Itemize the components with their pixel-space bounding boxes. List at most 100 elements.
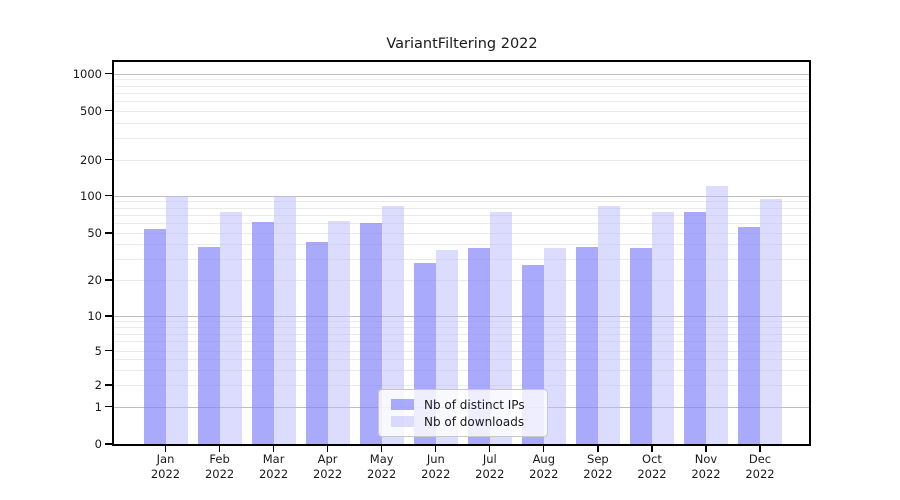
x-tick-label-sep: Sep 2022 — [568, 452, 628, 482]
y-gridline-minor-500 — [114, 110, 809, 112]
bar-downloads-feb — [219, 211, 242, 444]
legend-label-downloads: Nb of downloads — [424, 414, 525, 429]
bar-downloads-mar — [273, 195, 296, 444]
y-gridline-minor-20 — [114, 280, 809, 281]
y-gridline-minor-7 — [114, 333, 809, 335]
x-tick-label-jul: Jul 2022 — [460, 452, 520, 482]
bar-downloads-jul — [489, 211, 512, 444]
x-tick-label-year-mar: 2022 — [258, 467, 289, 481]
y-gridline-minor-5 — [114, 350, 809, 352]
y-tick-label-50: 50 — [87, 226, 102, 240]
bar-distinct-ips-nov — [684, 211, 706, 444]
legend-swatch-distinct-ips — [391, 399, 414, 410]
x-tick-label-year-jun: 2022 — [421, 467, 451, 481]
bar-downloads-nov — [706, 186, 728, 444]
y-tick-label-500: 500 — [80, 103, 102, 118]
y-gridline-minor-30 — [114, 259, 809, 261]
y-gridline-major-10 — [114, 316, 809, 318]
y-gridline-minor-70 — [114, 214, 809, 216]
y-tick-label-20: 20 — [87, 273, 102, 287]
bar-distinct-ips-oct — [630, 248, 652, 444]
y-tick-1 — [105, 406, 112, 408]
y-tick-label-1: 1 — [94, 399, 102, 414]
y-gridline-minor-300 — [114, 138, 809, 139]
x-tick-apr — [326, 446, 329, 452]
legend-item-downloads: Nb of downloads — [391, 413, 547, 430]
x-tick-label-year-oct: 2022 — [637, 467, 667, 481]
y-tick-2 — [105, 384, 112, 386]
y-tick-label-0: 0 — [94, 437, 102, 451]
y-gridline-minor-700 — [114, 92, 809, 94]
x-tick-label-jan: Jan 2022 — [136, 452, 196, 482]
x-tick-label-nov: Nov 2022 — [676, 452, 736, 482]
bar-downloads-may — [381, 205, 404, 444]
y-tick-50 — [105, 232, 112, 234]
x-tick-jul — [489, 446, 491, 452]
y-tick-label-200: 200 — [80, 152, 102, 167]
x-tick-label-year-nov: 2022 — [691, 467, 721, 481]
y-gridline-minor-900 — [114, 79, 809, 81]
bar-downloads-jan — [165, 195, 188, 444]
chart-title: VariantFiltering 2022 — [386, 36, 538, 52]
legend: Nb of distinct IPs Nb of downloads — [378, 389, 548, 437]
y-gridline-major-1000 — [114, 73, 809, 75]
x-tick-dec — [759, 446, 761, 452]
y-tick-200 — [105, 159, 112, 161]
x-tick-jan — [164, 446, 167, 452]
y-gridline-minor-9 — [114, 321, 809, 323]
bar-downloads-dec — [760, 199, 782, 444]
legend-item-distinct-ips: Nb of distinct IPs — [391, 396, 547, 413]
y-gridline-minor-6 — [114, 341, 809, 343]
y-gridline-major-100 — [114, 195, 809, 197]
x-tick-jun — [435, 446, 437, 452]
bar-distinct-ips-feb — [197, 247, 220, 444]
bar-distinct-ips-may — [359, 223, 382, 444]
x-tick-label-oct: Oct 2022 — [622, 452, 682, 482]
x-tick-label-year-dec: 2022 — [745, 467, 775, 481]
y-tick-label-100: 100 — [80, 188, 102, 203]
spine-right — [809, 60, 811, 446]
y-tick-1000 — [105, 72, 112, 75]
y-tick-label-2: 2 — [94, 378, 102, 392]
y-gridline-minor-2 — [114, 385, 809, 386]
y-tick-label-10: 10 — [87, 309, 102, 323]
y-gridline-minor-800 — [114, 85, 809, 87]
y-gridline-minor-40 — [114, 244, 809, 246]
x-tick-label-feb: Feb 2022 — [190, 452, 250, 482]
x-tick-mar — [272, 446, 275, 452]
legend-label-distinct-ips: Nb of distinct IPs — [424, 397, 525, 412]
legend-swatch-downloads — [391, 416, 414, 427]
bar-downloads-sep — [597, 205, 620, 444]
x-tick-label-year-apr: 2022 — [312, 467, 343, 481]
x-tick-label-year-may: 2022 — [367, 467, 397, 481]
y-gridline-minor-600 — [114, 100, 809, 102]
y-tick-0 — [105, 443, 112, 445]
bar-distinct-ips-apr — [305, 241, 328, 444]
x-tick-label-dec: Dec 2022 — [730, 452, 790, 482]
y-gridline-minor-200 — [114, 159, 809, 161]
y-tick-label-1000: 1000 — [72, 66, 102, 81]
y-tick-500 — [105, 110, 112, 112]
spine-bottom — [112, 444, 811, 446]
x-tick-feb — [218, 446, 221, 452]
x-tick-aug — [543, 446, 545, 452]
bar-distinct-ips-mar — [251, 222, 274, 444]
y-gridline-minor-3 — [114, 369, 809, 371]
y-gridline-minor-50 — [114, 233, 809, 234]
y-tick-label-5: 5 — [94, 343, 102, 358]
y-gridline-minor-80 — [114, 207, 809, 209]
y-gridline-minor-60 — [114, 223, 809, 225]
x-tick-label-year-jan: 2022 — [150, 467, 181, 481]
y-gridline-minor-8 — [114, 327, 809, 329]
x-tick-label-mar: Mar 2022 — [244, 452, 304, 482]
x-tick-label-year-jul: 2022 — [475, 467, 505, 481]
x-tick-label-jun: Jun 2022 — [406, 452, 466, 482]
x-tick-sep — [597, 446, 599, 452]
x-tick-label-year-aug: 2022 — [529, 467, 559, 481]
x-tick-label-year-feb: 2022 — [204, 467, 235, 481]
spine-left — [112, 60, 114, 446]
x-tick-oct — [651, 446, 653, 452]
spine-top — [112, 60, 811, 62]
x-tick-nov — [705, 446, 707, 452]
